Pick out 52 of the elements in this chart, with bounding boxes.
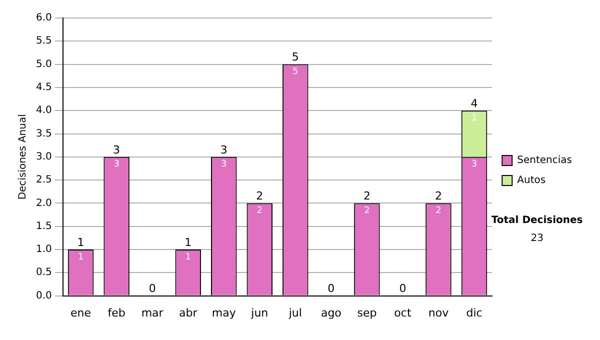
y-tick-label: 4.5: [36, 82, 52, 94]
total-label: 2: [434, 190, 442, 203]
x-tick-label: abr: [178, 306, 198, 320]
y-tick-label: 2.0: [36, 198, 52, 209]
data-label: 2: [364, 206, 370, 216]
total-label: 2: [256, 190, 264, 203]
y-axis-title: Decisiones Anual: [18, 114, 29, 200]
x-tick-label: ago: [320, 306, 342, 320]
annotation: Total Decisiones: [491, 215, 583, 226]
total-label: 0: [399, 282, 406, 296]
data-label: 2: [256, 206, 263, 216]
x-tick-label: dic: [466, 306, 482, 320]
total-label: 3: [220, 143, 228, 156]
total-label: 0: [148, 282, 156, 296]
total-label: 5: [292, 50, 299, 64]
x-tick-label: jul: [288, 306, 302, 320]
y-tick-label: 1.5: [36, 220, 52, 232]
total-label: 1: [184, 236, 192, 249]
data-label: 1: [78, 252, 84, 262]
data-label: 2: [436, 206, 442, 216]
y-tick-label: 0.5: [36, 267, 52, 278]
x-tick-label: feb: [108, 306, 126, 320]
total-label: 2: [363, 190, 370, 203]
x-tick-label: jun: [250, 306, 268, 320]
data-label: 3: [471, 160, 478, 170]
data-label: 1: [471, 113, 478, 124]
x-tick-label: oct: [394, 306, 412, 320]
data-label: 3: [114, 160, 120, 170]
y-tick-label: 3.0: [36, 151, 52, 162]
legend-label: Sentencias: [517, 155, 572, 166]
total-label: 1: [77, 236, 84, 249]
y-tick-label: 6.0: [36, 12, 52, 24]
y-tick-label: 5.5: [36, 36, 52, 47]
x-tick-label: ene: [70, 306, 92, 320]
data-label: 3: [221, 160, 227, 170]
legend-label: Autos: [517, 175, 546, 186]
total-label: 3: [113, 143, 120, 156]
y-tick-label: 3.5: [36, 128, 52, 140]
total-label: 4: [470, 96, 478, 110]
data-label: 5: [292, 67, 298, 78]
data-label: 1: [185, 252, 191, 262]
x-tick-label: mar: [141, 306, 164, 320]
x-tick-label: nov: [428, 306, 450, 320]
y-tick-label: 1.0: [36, 244, 52, 256]
x-tick-label: may: [212, 306, 236, 320]
total-label: 0: [328, 282, 335, 296]
y-tick-label: 0.0: [36, 290, 52, 302]
y-tick-label: 4.0: [36, 105, 52, 116]
y-tick-label: 5.0: [36, 58, 52, 70]
x-tick-label: sep: [357, 306, 377, 320]
text: 23: [530, 233, 544, 244]
y-tick-label: 2.5: [36, 174, 52, 186]
